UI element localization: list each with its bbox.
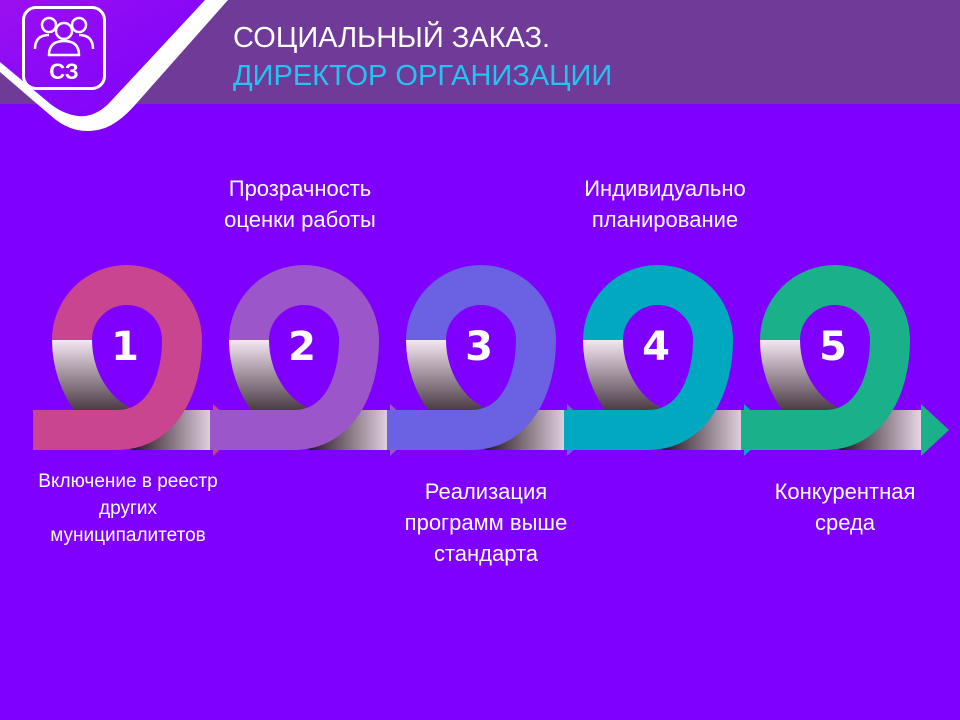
step-1-number: 1	[111, 324, 139, 370]
logo: СЗ	[22, 6, 106, 90]
step-1-label-line: муниципалитетов	[50, 525, 206, 546]
step-1-label-line: других	[99, 498, 157, 519]
loop-front-segment	[564, 265, 734, 450]
loop-front-segment	[741, 265, 911, 450]
step-3-label: Реализация программ выше стандарта	[366, 476, 606, 569]
step-4-number: 4	[642, 324, 670, 370]
step-4-loop: 4	[564, 265, 772, 456]
people-group-icon	[33, 16, 95, 57]
step-3-loop: 3	[387, 265, 595, 456]
step-2-label-line: Прозрачность	[228, 176, 372, 201]
step-3-number: 3	[465, 324, 493, 370]
step-5-label-line: среда	[814, 510, 876, 535]
step-2-label-line: оценки работы	[224, 207, 376, 232]
loop-front-segment	[387, 265, 557, 450]
page-subtitle: ДИРЕКТОР ОРГАНИЗАЦИИ	[233, 60, 613, 92]
step-1-label: Включение в реестр других муниципалитето…	[8, 468, 248, 549]
page-title: СОЦИАЛЬНЫЙ ЗАКАЗ.	[233, 22, 551, 54]
step-2-loop: 2	[210, 265, 418, 456]
step-4-label: Индивидуально планирование	[545, 173, 785, 235]
step-5-loop: 5	[741, 265, 949, 456]
step-2-number: 2	[288, 324, 316, 370]
loop-front-segment	[210, 265, 380, 450]
step-5-label-line: Конкурентная	[774, 479, 916, 504]
step-4-label-line: Индивидуально	[584, 176, 746, 201]
loop-front-segment	[33, 265, 203, 450]
step-1-loop: 1	[33, 265, 241, 456]
step-3-label-line: стандарта	[433, 541, 539, 566]
step-1-label-line: Включение в реестр	[38, 471, 218, 492]
logo-text: СЗ	[49, 59, 79, 84]
step-5-label: Конкурентная среда	[725, 476, 960, 538]
step-2-label: Прозрачность оценки работы	[180, 173, 420, 235]
step-5-number: 5	[819, 324, 847, 370]
step-3-label-line: Реализация	[424, 479, 548, 504]
step-4-label-line: планирование	[591, 207, 739, 232]
step-3-label-line: программ выше	[404, 510, 568, 535]
arrow-head-icon	[921, 404, 949, 456]
